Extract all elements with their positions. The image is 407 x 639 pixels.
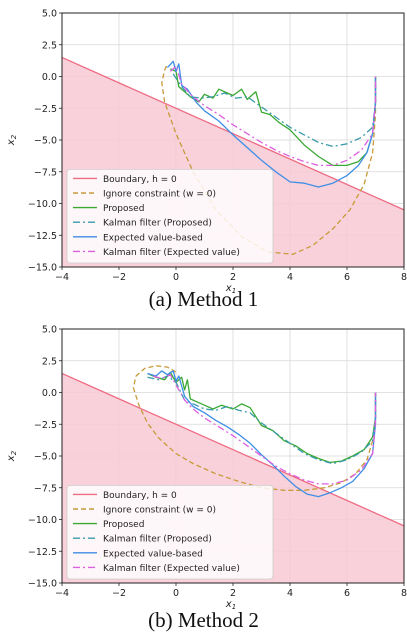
series-line-kalman_expected xyxy=(153,374,377,485)
boundary-line xyxy=(62,372,404,527)
chart-panel-1: −4 −2 0 2 4 6 8 5.0 2.5 0.0 −2.5 −5.0 −7.5 −10.0 −12.5… xyxy=(6,9,407,296)
x-tick-label: −4 xyxy=(55,588,69,599)
y-axis-label: x2 xyxy=(6,134,18,146)
legend-label-boundary: Boundary, h = 0 xyxy=(103,175,177,185)
x-tick-label: 6 xyxy=(344,588,350,599)
x-axis-label: x1 xyxy=(225,599,236,611)
legend-label-ignore: Ignore constraint (w = 0) xyxy=(103,506,216,516)
caption-method-1: (a) Method 1 xyxy=(148,287,259,311)
legend: Boundary, h = 0 Ignore constraint (w = 0)… xyxy=(66,484,274,580)
series-line-kalman_proposed xyxy=(147,375,377,465)
y-tick-label: −15.0 xyxy=(28,579,57,590)
y-tick-label: 0.0 xyxy=(42,72,57,83)
x-tick-label: 4 xyxy=(287,272,293,283)
x-tick-label: 6 xyxy=(344,272,350,283)
y-tick-label: 0.0 xyxy=(42,388,57,399)
series-line-ignore xyxy=(161,63,377,255)
x-tick-label: 2 xyxy=(230,588,236,599)
series-line-ignore xyxy=(132,365,377,491)
y-tick-label: −12.5 xyxy=(28,231,57,242)
y-tick-label: −7.5 xyxy=(34,483,57,494)
y-tick-label: −10.0 xyxy=(28,515,57,526)
caption-method-2: (b) Method 2 xyxy=(148,608,259,632)
y-tick-label: −5.0 xyxy=(34,136,57,147)
x-tick-label: 2 xyxy=(230,272,236,283)
legend-label-expected: Expected value-based xyxy=(103,233,203,243)
legend-label-proposed: Proposed xyxy=(103,204,144,214)
legend-label-kalman_proposed: Kalman filter (Proposed) xyxy=(103,535,212,545)
legend-label-kalman_proposed: Kalman filter (Proposed) xyxy=(103,219,212,229)
y-axis-label: x2 xyxy=(6,450,18,462)
legend-box xyxy=(66,484,274,580)
y-tick-label: −15.0 xyxy=(28,263,57,274)
chart-panel-2: −4 −2 0 2 4 6 8 5.0 2.5 0.0 −2.5 −5.0 −7.5 −10.0 −12.5… xyxy=(6,325,407,612)
x-tick-label: 4 xyxy=(287,588,293,599)
x-tick-label: 0 xyxy=(173,272,179,283)
x-tick-label: 8 xyxy=(401,588,407,599)
y-tick-label: −7.5 xyxy=(34,167,57,178)
legend-label-proposed: Proposed xyxy=(103,520,144,530)
boundary-line xyxy=(62,56,404,211)
y-tick-label: −12.5 xyxy=(28,547,57,558)
x-tick-label: 8 xyxy=(401,272,407,283)
x-tick-label: −2 xyxy=(112,272,126,283)
legend-label-expected: Expected value-based xyxy=(103,549,203,559)
y-tick-label: 2.5 xyxy=(42,40,57,51)
series-line-kalman_proposed xyxy=(172,73,377,148)
series-line-expected xyxy=(166,60,377,188)
series-line-expected xyxy=(147,370,377,498)
y-tick-label: −2.5 xyxy=(34,420,57,431)
y-tick-label: 2.5 xyxy=(42,356,57,367)
y-tick-label: −5.0 xyxy=(34,452,57,463)
x-tick-label: −2 xyxy=(112,588,126,599)
x-tick-label: 0 xyxy=(173,588,179,599)
y-tick-label: −2.5 xyxy=(34,104,57,115)
x-tick-label: −4 xyxy=(55,272,69,283)
y-tick-label: 5.0 xyxy=(42,9,57,20)
legend-label-boundary: Boundary, h = 0 xyxy=(103,491,177,501)
legend-label-ignore: Ignore constraint (w = 0) xyxy=(103,190,216,200)
x-axis-label: x1 xyxy=(225,283,236,295)
legend-label-kalman_expected: Kalman filter (Expected value) xyxy=(103,564,240,574)
legend-label-kalman_expected: Kalman filter (Expected value) xyxy=(103,248,240,258)
legend-box xyxy=(66,168,274,264)
legend: Boundary, h = 0 Ignore constraint (w = 0)… xyxy=(66,168,274,264)
y-tick-label: 5.0 xyxy=(42,325,57,336)
y-tick-label: −10.0 xyxy=(28,199,57,210)
